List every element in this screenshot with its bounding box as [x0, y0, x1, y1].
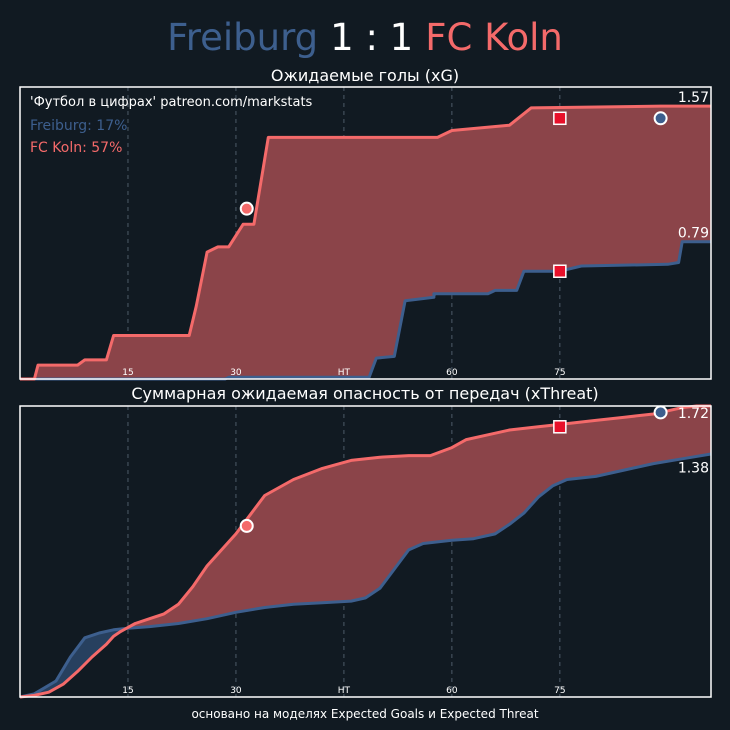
x-tick-label: 30 [230, 686, 242, 696]
freiburg-line [20, 240, 711, 381]
legend-fc-koln: FC Koln: 57% [30, 140, 122, 156]
xg-chart: 15 30 HT 60 75 1.57 0.79 'Футбол в цифрах' patr… [19, 86, 712, 381]
end-value-label: 0.79 [678, 226, 709, 242]
match-header: Freiburg 1 : 1 FC Koln [0, 12, 730, 64]
away-team-name: FC Koln [425, 16, 563, 59]
chart-frame [19, 86, 712, 380]
goal-marker-square [553, 111, 567, 126]
xg-chart-title: Ожидаемые голы (xG) [270, 66, 460, 85]
event-marker-circle [239, 518, 254, 533]
event-marker-circle [239, 201, 254, 216]
chart-frame [19, 405, 712, 698]
x-tick-label: 60 [446, 368, 458, 378]
event-marker-circle [653, 405, 668, 420]
x-tick-label: 75 [554, 368, 565, 378]
end-value-label: 1.72 [678, 406, 709, 422]
xthreat-chart: 15 30 HT 60 75 1.72 1.38 [19, 404, 712, 699]
away-advantage-area [20, 106, 711, 379]
x-tick-label: 60 [446, 686, 458, 696]
source-credit: 'Футбол в цифрах' patreon.com/markstats [30, 95, 313, 110]
footer-note: основано на моделях Expected Goals и Exp… [191, 707, 539, 721]
x-tick-label: 30 [230, 368, 242, 378]
freiburg-line [19, 452, 712, 699]
match-score: 1 : 1 [330, 16, 414, 59]
goal-marker-square [553, 420, 567, 434]
fc-koln-line [19, 404, 711, 699]
away-advantage-area [20, 406, 711, 697]
end-value-label: 1.57 [678, 90, 709, 106]
x-tick-label: HT [338, 686, 351, 696]
x-tick-label: 75 [554, 686, 565, 696]
event-marker-circle [653, 111, 668, 126]
x-tick-label: HT [338, 368, 351, 378]
fc-koln-line [20, 104, 711, 381]
x-tick-label: 15 [122, 686, 133, 696]
xthreat-chart-title: Суммарная ожидаемая опасность от передач… [131, 384, 599, 403]
goal-marker-square [553, 264, 567, 278]
end-value-label: 1.38 [678, 460, 709, 476]
home-team-name: Freiburg [167, 16, 319, 59]
x-tick-label: 15 [122, 368, 133, 378]
legend-freiburg: Freiburg: 17% [30, 118, 127, 134]
